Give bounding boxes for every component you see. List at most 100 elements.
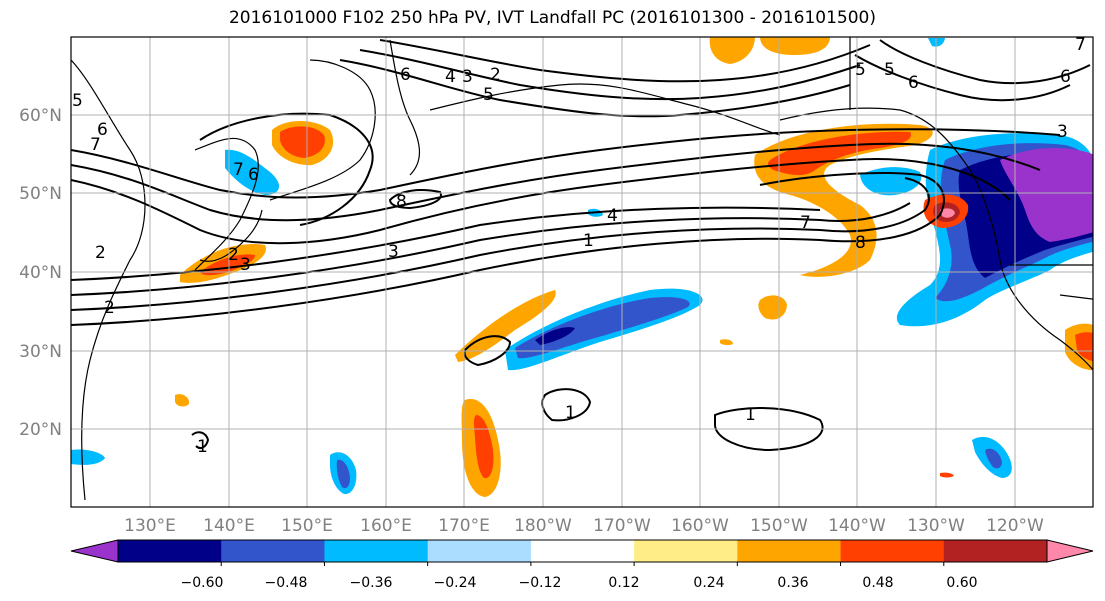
- pv-contour-2: [71, 177, 930, 311]
- lon-label: 170°W: [593, 516, 651, 536]
- contour-label: 1: [745, 405, 756, 425]
- pv-contour-14: [388, 189, 442, 210]
- contour-label: 7: [90, 135, 101, 155]
- colorbar-segment: [634, 540, 738, 562]
- contour-label: 6: [400, 65, 411, 85]
- coastline-kamchatka-w: [269, 59, 376, 201]
- contour-label: 3: [1057, 122, 1068, 142]
- map-frame: [70, 36, 1094, 508]
- contour-label: 2: [95, 243, 106, 263]
- contour-label: 1: [197, 437, 208, 457]
- colorbar-segment: [324, 540, 429, 562]
- lon-label: 150°W: [750, 516, 808, 536]
- pv-contour-7: [71, 128, 1061, 199]
- pv-contour-13: [879, 39, 1091, 85]
- contour-label: 8: [855, 233, 866, 253]
- lon-label: 140°E: [203, 516, 255, 536]
- lon-label: 120°W: [986, 516, 1044, 536]
- lat-label: 50°N: [19, 184, 62, 204]
- contour-label: 6: [248, 165, 259, 185]
- colorbar-tick-label: 0.36: [777, 575, 808, 591]
- latitude-labels: 60°N 50°N 40°N 30°N 20°N: [19, 106, 62, 440]
- anomaly-region-small-blue-west: [71, 449, 105, 465]
- colorbar-tick-labels: −0.60 −0.48 −0.36 −0.24 −0.12 0.12 0.24 …: [181, 575, 978, 591]
- colorbar-tick-label: −0.60: [181, 575, 224, 591]
- anomaly-region-north-orange-2: [760, 37, 830, 55]
- contour-label: 1: [583, 231, 594, 251]
- lon-label: 180°W: [514, 516, 572, 536]
- lon-label: 170°E: [438, 516, 490, 536]
- colorbar-tick-label: −0.12: [519, 575, 562, 591]
- pv-contour-15: [714, 407, 824, 452]
- colorbar-segment: [427, 540, 532, 562]
- contour-label: 1: [565, 403, 576, 423]
- colorbar-segment: [943, 540, 1048, 562]
- colorbar-tick-label: 0.60: [946, 575, 977, 591]
- lon-label: 160°E: [360, 516, 412, 536]
- contour-labels: 5 6 7 6 4 3 2 5 6 7 8 3 2 1 4 7 8 3 2 5 …: [72, 35, 1086, 457]
- lon-label: 150°E: [281, 516, 333, 536]
- pv-contour-12: [854, 54, 1071, 102]
- colorbar-tick-label: −0.36: [350, 575, 393, 591]
- anomaly-region-small-orange-3: [720, 339, 733, 346]
- pv-contours: [71, 39, 1091, 452]
- contour-label: 5: [483, 85, 494, 105]
- contour-label: 8: [396, 192, 407, 212]
- pv-contour-10: [359, 49, 861, 101]
- pv-contour-1: [71, 172, 945, 326]
- anomaly-region-midpac-blue-dark: [535, 327, 575, 345]
- anomaly-region-gulf-red: [768, 131, 911, 176]
- anomaly-region-sakhalin-blue: [225, 149, 280, 195]
- colorbar-segment: [70, 539, 119, 563]
- contour-label: 6: [1060, 67, 1071, 87]
- pv-contour-6: [71, 142, 1041, 222]
- pv-contour-3: [71, 202, 911, 296]
- contour-label: 5: [884, 60, 895, 80]
- anomaly-region-small-orange: [758, 295, 787, 320]
- anomaly-region-small-orange-2: [175, 394, 190, 407]
- contour-label: 5: [72, 91, 83, 111]
- contour-label: 7: [233, 160, 244, 180]
- lon-label: 140°W: [828, 516, 886, 536]
- contour-label: 7: [1075, 35, 1086, 55]
- longitude-labels: 130°E 140°E 150°E 160°E 170°E 180°W 170°…: [124, 516, 1044, 536]
- anomaly-region-south-blue-mid: [336, 459, 350, 489]
- colorbar-segment: [118, 540, 222, 562]
- contour-label: 3: [462, 67, 473, 87]
- colorbar-segment: [530, 540, 635, 562]
- contour-label: 6: [908, 73, 919, 93]
- colorbar: −0.60 −0.48 −0.36 −0.24 −0.12 0.12 0.24 …: [70, 539, 1094, 591]
- anomaly-region-midpac-orange: [455, 290, 556, 362]
- anomaly-region-coast-pink: [940, 208, 955, 218]
- contour-label: 5: [855, 60, 866, 80]
- pv-contour-8: [199, 112, 374, 226]
- colorbar-segment: [840, 540, 945, 562]
- colorbar-segment: [1046, 539, 1094, 563]
- contour-label: 4: [445, 67, 456, 87]
- colorbar-tick-label: −0.48: [265, 575, 308, 591]
- colorbar-frame: [117, 539, 1048, 563]
- pv-contour-9: [339, 59, 851, 118]
- contour-label: 6: [97, 120, 108, 140]
- lat-label: 30°N: [19, 342, 62, 362]
- lon-label: 130°E: [124, 516, 176, 536]
- contour-label: 3: [388, 242, 399, 262]
- coastline-north-america: [779, 107, 1093, 371]
- map-title: 2016101000 F102 250 hPa PV, IVT Landfall…: [228, 8, 876, 28]
- anomaly-region-ne-pacific-core: [1000, 148, 1093, 242]
- pv-contour-11: [379, 39, 871, 83]
- pv-contour-17: [463, 335, 512, 367]
- colorbar-segment: [737, 540, 842, 562]
- colorbar-tick-label: 0.48: [862, 575, 893, 591]
- colorbar-tick-label: 0.24: [693, 575, 724, 591]
- graticule: [71, 37, 1093, 507]
- lat-label: 40°N: [19, 263, 62, 283]
- anomaly-region-midpac-blue-mid: [515, 297, 690, 359]
- anomaly-region-se-blue-mid: [985, 448, 1002, 469]
- colorbar-segment: [221, 540, 325, 562]
- anomaly-region-mexico-red: [1075, 332, 1093, 362]
- anomaly-region-north-orange-1: [709, 37, 755, 64]
- lat-label: 60°N: [19, 106, 62, 126]
- colorbar-tick-label: −0.24: [434, 575, 477, 591]
